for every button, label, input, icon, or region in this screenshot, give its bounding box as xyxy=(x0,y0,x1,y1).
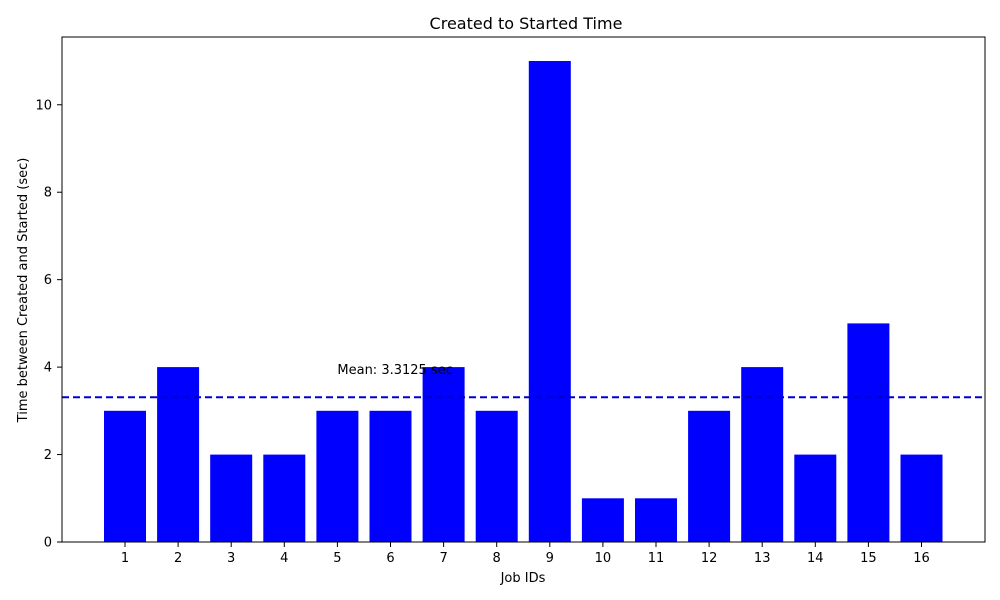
bar-job-6 xyxy=(369,410,412,542)
y-tick-label: 10 xyxy=(35,98,52,113)
x-tick-label: 3 xyxy=(227,551,235,566)
bar-job-12 xyxy=(688,410,731,542)
chart-title: Created to Started Time xyxy=(430,14,623,33)
y-tick-label: 6 xyxy=(44,273,52,288)
bar-job-3 xyxy=(210,454,253,542)
mean-label: Mean: 3.3125 sec xyxy=(337,363,452,378)
bar-job-4 xyxy=(263,454,306,542)
x-tick-label: 15 xyxy=(860,551,877,566)
y-tick-label: 4 xyxy=(44,361,52,376)
bar-job-11 xyxy=(635,498,677,542)
x-tick-label: 10 xyxy=(595,551,612,566)
x-tick-label: 14 xyxy=(807,551,824,566)
y-tick-label: 2 xyxy=(44,448,52,463)
mean-line-group: Mean: 3.3125 sec xyxy=(62,363,985,399)
y-tick-label: 0 xyxy=(44,536,52,551)
bar-job-8 xyxy=(475,410,518,542)
x-tick-label: 16 xyxy=(913,551,930,566)
bar-job-13 xyxy=(741,367,784,542)
bar-job-16 xyxy=(900,454,943,542)
bars-group xyxy=(104,61,943,542)
x-tick-label: 5 xyxy=(333,551,341,566)
bar-job-14 xyxy=(794,454,837,542)
bar-job-7 xyxy=(422,367,465,542)
x-tick-label: 6 xyxy=(386,551,394,566)
x-axis-ticks: 1 2 3 4 5 6 7 8 9 10 11 12 13 14 15 16 xyxy=(121,542,930,566)
bar-job-15 xyxy=(847,323,890,542)
x-tick-label: 7 xyxy=(439,551,447,566)
bar-job-10 xyxy=(581,498,624,542)
plot-frame xyxy=(61,36,986,543)
x-tick-label: 11 xyxy=(648,551,665,566)
x-tick-label: 1 xyxy=(121,551,129,566)
x-tick-label: 12 xyxy=(701,551,718,566)
x-axis-label: Job IDs xyxy=(500,571,546,586)
x-tick-label: 2 xyxy=(174,551,182,566)
bar-job-1 xyxy=(104,410,146,542)
x-tick-label: 13 xyxy=(754,551,771,566)
x-tick-label: 9 xyxy=(546,551,554,566)
bar-job-2 xyxy=(157,367,200,542)
y-tick-label: 8 xyxy=(44,186,52,201)
y-axis-ticks: 0 2 4 6 8 10 xyxy=(35,98,62,551)
x-tick-label: 8 xyxy=(493,551,501,566)
y-axis-label: Time between Created and Started (sec) xyxy=(16,158,31,424)
bar-job-5 xyxy=(316,410,359,542)
bar-job-9 xyxy=(528,61,571,542)
x-tick-label: 4 xyxy=(280,551,288,566)
